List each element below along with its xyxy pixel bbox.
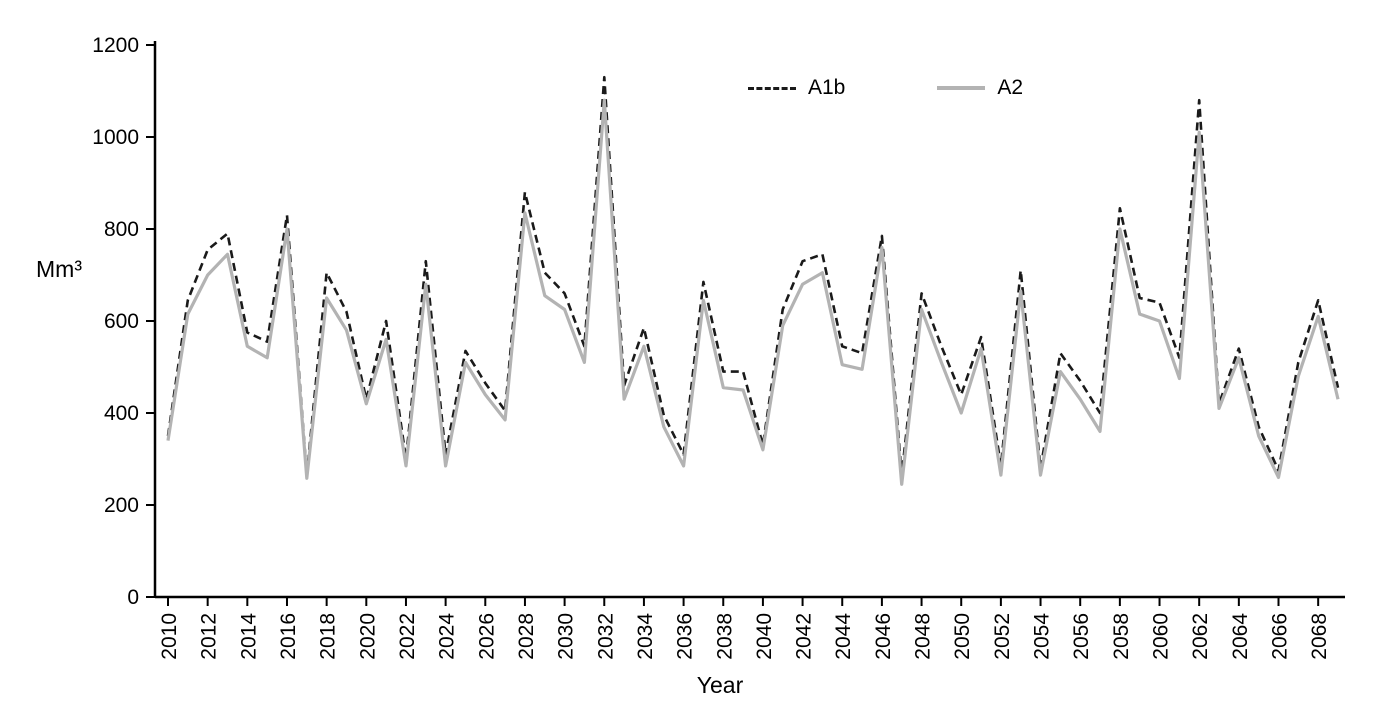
svg-text:0: 0 [127,586,139,609]
legend-line-a1b [748,86,796,90]
svg-text:800: 800 [104,218,139,241]
svg-text:1000: 1000 [92,126,139,149]
svg-text:2024: 2024 [436,613,459,660]
svg-text:2030: 2030 [555,613,578,660]
svg-text:1200: 1200 [92,34,139,57]
svg-text:2012: 2012 [198,613,221,660]
svg-text:2026: 2026 [475,613,498,660]
legend-item-a2: A2 [937,76,1023,100]
legend-label-a2: A2 [997,76,1024,99]
legend-line-a2 [937,86,986,90]
svg-text:2050: 2050 [951,613,974,660]
svg-text:2010: 2010 [158,613,181,660]
svg-text:2020: 2020 [356,613,379,660]
svg-text:2032: 2032 [594,613,617,660]
y-axis-title: Mm³ [36,256,82,282]
svg-text:2046: 2046 [872,613,895,660]
svg-text:2044: 2044 [832,613,855,660]
svg-text:2014: 2014 [237,613,260,660]
svg-text:2018: 2018 [317,613,340,660]
svg-text:200: 200 [104,494,139,517]
svg-text:2048: 2048 [912,613,935,660]
svg-text:2060: 2060 [1150,613,1173,660]
svg-text:400: 400 [104,402,139,425]
svg-text:2052: 2052 [991,613,1014,660]
svg-text:2058: 2058 [1110,613,1133,660]
svg-text:2056: 2056 [1070,613,1093,660]
svg-text:2016: 2016 [277,613,300,660]
svg-text:600: 600 [104,310,139,333]
legend: A1b A2 [748,76,1023,100]
svg-text:2068: 2068 [1308,613,1331,660]
svg-text:2022: 2022 [396,613,419,660]
svg-text:2040: 2040 [753,613,776,660]
svg-text:2038: 2038 [713,613,736,660]
svg-text:2034: 2034 [634,613,657,660]
svg-text:2028: 2028 [515,613,538,660]
x-axis-title: Year [696,672,744,698]
svg-text:2062: 2062 [1189,613,1212,660]
svg-text:2066: 2066 [1269,613,1292,660]
svg-text:2064: 2064 [1229,613,1252,660]
svg-text:2042: 2042 [793,613,816,660]
svg-text:2054: 2054 [1031,613,1054,660]
legend-label-a1b: A1b [808,76,846,99]
svg-text:2036: 2036 [674,613,697,660]
legend-item-a1b: A1b [748,76,845,100]
